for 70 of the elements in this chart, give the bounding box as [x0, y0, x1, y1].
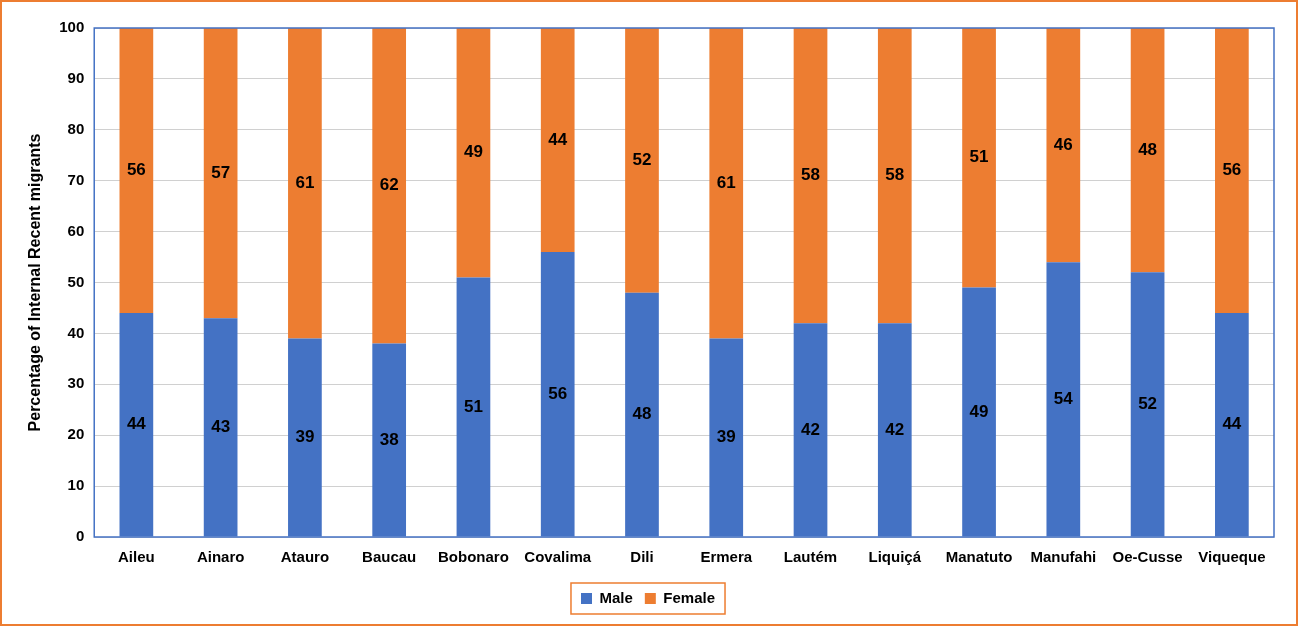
y-tick-label: 70	[67, 170, 85, 188]
legend-label: Male	[599, 588, 633, 606]
data-label: 56	[126, 160, 146, 180]
bar	[203, 28, 238, 319]
data-label: 61	[295, 172, 315, 192]
data-label: 42	[885, 419, 905, 439]
x-tick-label: Ermera	[700, 548, 753, 566]
x-tick-label: Liquiçá	[868, 548, 922, 566]
y-tick-label: 80	[67, 119, 85, 137]
y-tick-label: 90	[67, 69, 85, 87]
y-tick-label: 0	[75, 527, 85, 545]
legend-label: Female	[663, 588, 716, 606]
data-label: 56	[548, 383, 568, 403]
data-label: 58	[885, 165, 905, 185]
x-tick-label: Atauro	[280, 548, 330, 566]
data-label: 49	[969, 401, 989, 421]
x-tick-label: Viqueque	[1198, 548, 1266, 566]
bar	[962, 28, 996, 288]
bar	[1215, 28, 1249, 314]
bar	[1046, 28, 1081, 263]
x-tick-label: Ainaro	[196, 548, 245, 566]
bar	[456, 28, 491, 278]
x-tick-label: Baucau	[362, 548, 417, 566]
data-label: 42	[801, 419, 820, 439]
x-tick-label: Manufahi	[1030, 548, 1097, 566]
data-label: 48	[1138, 139, 1158, 159]
x-tick-label: Covalima	[524, 548, 592, 566]
bar	[1130, 28, 1165, 273]
data-label: 46	[1053, 134, 1073, 154]
y-axis-title: Percentage of Internal Recent migrants	[26, 133, 44, 432]
data-label: 39	[295, 427, 315, 447]
y-tick-label: 60	[67, 221, 85, 239]
data-label: 39	[716, 427, 736, 447]
data-label: 62	[379, 175, 399, 195]
y-tick-label: 20	[67, 425, 85, 443]
y-tick-label: 40	[67, 323, 85, 341]
data-label: 52	[632, 150, 652, 170]
x-tick-label: Lautém	[783, 548, 838, 566]
bar	[625, 28, 659, 293]
y-tick-label: 50	[67, 272, 85, 290]
bar	[119, 28, 154, 314]
data-label: 56	[1222, 160, 1242, 180]
y-tick-label: 100	[59, 18, 85, 36]
data-label: 57	[211, 162, 231, 182]
data-label: 51	[969, 147, 989, 167]
data-label: 44	[1222, 414, 1242, 434]
data-label: 58	[801, 165, 820, 185]
x-tick-label: Dili	[630, 548, 654, 566]
x-tick-label: Aileu	[118, 548, 155, 566]
data-label: 38	[379, 429, 399, 449]
bar	[372, 28, 407, 344]
data-label: 44	[548, 129, 568, 149]
data-label: 43	[211, 417, 231, 436]
x-tick-label: Manatuto	[945, 548, 1013, 566]
data-label: 44	[126, 414, 147, 434]
bar	[877, 28, 912, 324]
data-label: 54	[1053, 389, 1074, 409]
data-label: 49	[463, 142, 483, 162]
bar	[709, 28, 744, 339]
x-tick-label: Bobonaro	[438, 548, 509, 566]
data-label: 51	[463, 396, 483, 416]
y-tick-label: 10	[67, 476, 85, 494]
bar	[540, 28, 575, 252]
data-label: 52	[1138, 394, 1158, 414]
data-label: 48	[632, 404, 652, 424]
data-label: 61	[716, 172, 736, 192]
bar	[288, 28, 322, 339]
x-tick-label: Oe-Cusse	[1112, 548, 1183, 566]
bar	[793, 28, 828, 324]
y-tick-label: 30	[67, 374, 85, 392]
